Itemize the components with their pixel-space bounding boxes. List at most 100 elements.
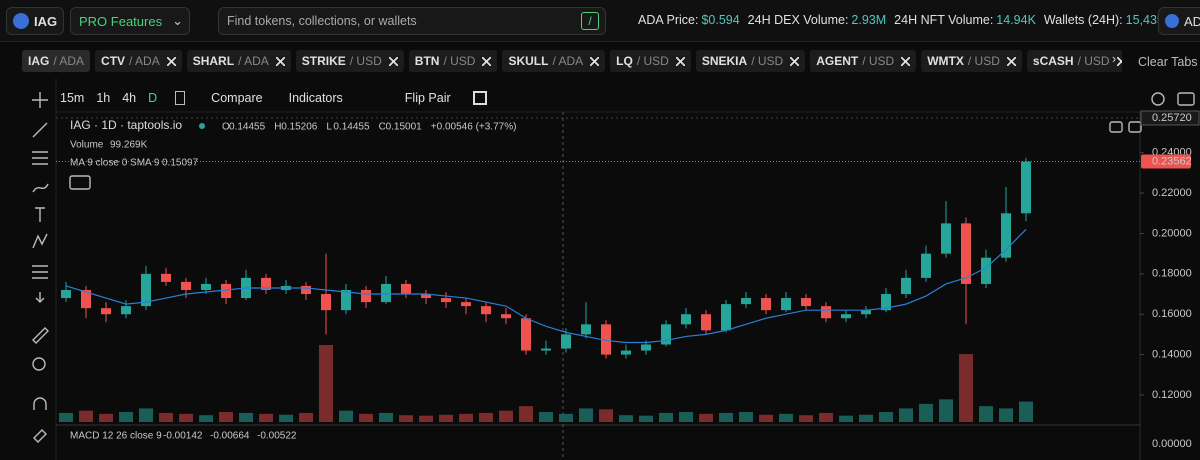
candle-body (581, 324, 591, 335)
tab[interactable]: BTN / USD (408, 50, 498, 72)
tab[interactable]: SHARL / ADA (186, 50, 291, 72)
tab-close[interactable] (675, 56, 685, 66)
tab-close[interactable] (790, 56, 800, 66)
tab-base: SNEKIA (701, 54, 748, 68)
search-box[interactable]: Find tokens, collections, or wallets / (218, 7, 606, 35)
collapse[interactable] (69, 175, 91, 190)
tool-pattern[interactable] (32, 233, 48, 249)
candle-body (841, 314, 851, 319)
ohlc-change: +0.00546 (+3.77%) (431, 122, 517, 133)
tab-close[interactable] (166, 56, 176, 66)
tab[interactable]: LQ / USD (610, 50, 691, 72)
volume-bar (259, 413, 273, 422)
tab-base: STRIKE (301, 54, 346, 68)
tab-quote: / USD (967, 54, 1000, 68)
stat: Wallets (24H): 15,435 (1044, 13, 1164, 27)
camera[interactable] (1177, 92, 1195, 106)
chart-toolbar: 15m 1h 4h D Compare Indicators Flip Pair (60, 86, 487, 110)
volume-bar (699, 413, 713, 422)
tab[interactable]: AGENT / USD (810, 50, 917, 72)
volume-bar (799, 415, 813, 422)
tab-close[interactable] (482, 56, 492, 66)
volume-bar (439, 414, 453, 422)
interval[interactable]: 1h (96, 91, 111, 105)
candle-body (261, 277, 271, 290)
candle-body (561, 334, 571, 349)
volume-bar (639, 415, 653, 422)
ohlc-value: 0.15206 (281, 122, 318, 133)
tab-close[interactable] (1006, 56, 1016, 66)
candle-body (161, 273, 171, 282)
candle-body (721, 304, 731, 331)
fullscreen[interactable] (472, 91, 487, 105)
tool-measure[interactable] (32, 265, 48, 279)
tab-base: WMTX (927, 54, 964, 68)
clear-tabs[interactable]: Clear Tabs (1138, 55, 1198, 69)
wallet[interactable]: ADA (1158, 7, 1200, 35)
candle-body (541, 348, 551, 351)
tab-quote: / USD (636, 54, 669, 68)
candle-body (941, 223, 951, 254)
volume-bar (579, 408, 593, 422)
reset[interactable] (1128, 121, 1142, 133)
volume-bar (779, 413, 793, 422)
token-logo[interactable]: IAG (6, 7, 64, 35)
ma-value: 0.15097 (162, 158, 199, 169)
tab-close[interactable] (388, 56, 398, 66)
volume-bar (559, 413, 573, 422)
volume-bar (499, 410, 513, 422)
tab-close[interactable] (1116, 56, 1122, 66)
flip-pair[interactable]: Flip Pair (404, 91, 451, 105)
candle-body (221, 283, 231, 299)
volume-bar (159, 412, 173, 422)
interval[interactable]: 15m (60, 91, 85, 105)
tab[interactable]: WMTX / USD (921, 50, 1022, 72)
tab-close[interactable] (590, 56, 600, 66)
volume-bar (99, 413, 113, 422)
volume-bar (419, 415, 433, 422)
interval[interactable]: D (148, 91, 158, 105)
candle-body (381, 283, 391, 303)
compare[interactable]: Compare (211, 91, 263, 105)
settings[interactable] (1151, 92, 1165, 106)
tool-magnet[interactable] (33, 397, 47, 410)
candle-body (981, 257, 991, 284)
legend-symbol: IAG · 1D · taptools.io (70, 118, 182, 132)
tabs-next[interactable]: › (1112, 52, 1117, 66)
tool-fib[interactable] (32, 151, 48, 165)
tab-close[interactable] (275, 56, 285, 66)
y-tick-label: 0.14000 (1152, 348, 1192, 360)
tab[interactable]: SNEKIA / USD (695, 50, 806, 72)
tool-ruler[interactable] (32, 327, 49, 344)
tab[interactable]: SKULL / ADA (502, 50, 606, 72)
chart-type[interactable] (175, 91, 186, 105)
tool-text[interactable] (35, 207, 45, 222)
tool-brush[interactable] (32, 183, 49, 193)
interval[interactable]: 4h (122, 91, 137, 105)
tool-cross[interactable] (32, 92, 48, 108)
tool-lock[interactable] (33, 429, 47, 443)
indicators[interactable]: Indicators (288, 91, 343, 105)
tab-quote: / USD (349, 54, 382, 68)
tool-arrow[interactable] (35, 292, 45, 303)
tab-close[interactable] (901, 56, 911, 66)
volume-bar (819, 412, 833, 422)
macd-label: MACD 12 26 close 9 (70, 431, 162, 442)
tab[interactable]: STRIKE / USD (295, 50, 404, 72)
tab[interactable]: CTV / ADA (95, 50, 182, 72)
logo-text: IAG (34, 13, 58, 29)
pro-button[interactable]: PRO Features ⌄ (70, 7, 190, 35)
candle-body (361, 289, 371, 303)
candle-body (761, 298, 771, 311)
volume-value: 99.269K (110, 140, 148, 151)
tool-line[interactable] (32, 122, 48, 138)
volume-bar (319, 345, 333, 422)
stat-label: Wallets (24H): (1043, 13, 1123, 27)
tab[interactable]: IAG / ADA (22, 50, 91, 72)
ohlc-key: C (379, 122, 386, 133)
scroll-down[interactable] (1109, 121, 1123, 133)
tab[interactable]: sCASH / USD (1026, 50, 1122, 72)
tool-zoom[interactable] (32, 357, 46, 371)
volume-bar (679, 412, 693, 422)
